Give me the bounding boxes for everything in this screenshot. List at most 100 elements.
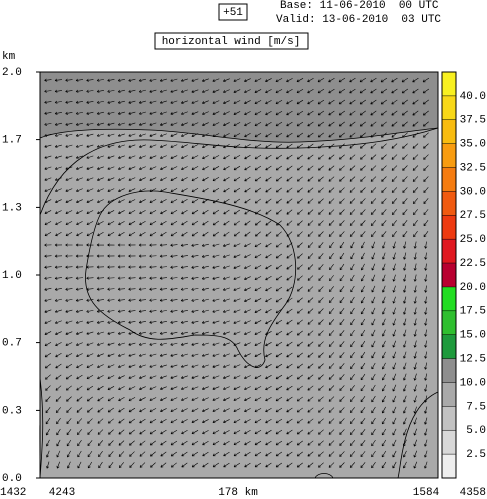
wind-arrow — [296, 407, 304, 413]
colorbar-swatch — [442, 358, 456, 383]
wind-arrow — [44, 177, 52, 181]
wind-arrow — [212, 133, 220, 138]
wind-arrow — [307, 253, 314, 259]
wind-arrow — [402, 439, 407, 447]
wind-arrow — [381, 439, 387, 447]
wind-arrow — [180, 320, 188, 324]
wind-arrow — [44, 199, 52, 204]
wind-arrow — [212, 342, 220, 346]
wind-arrow — [233, 265, 241, 269]
colorbar-label: 17.5 — [460, 306, 486, 318]
wind-arrow — [276, 220, 282, 226]
wind-arrow — [254, 342, 262, 347]
wind-arrow — [286, 110, 293, 116]
wind-arrow — [65, 353, 73, 358]
wind-arrow — [77, 461, 82, 469]
wind-arrow — [159, 331, 167, 335]
wind-arrow — [265, 165, 272, 171]
wind-arrow — [286, 89, 293, 94]
wind-arrow — [54, 155, 62, 159]
colorbar-label: 15.0 — [460, 330, 486, 342]
wind-arrow — [170, 364, 178, 368]
colorbar-swatch — [442, 454, 456, 478]
wind-arrow — [129, 451, 135, 457]
wind-arrow — [286, 418, 293, 424]
colorbar-swatch — [442, 143, 456, 168]
wind-arrow — [159, 78, 167, 82]
wind-arrow — [391, 99, 398, 105]
wind-arrow — [54, 166, 62, 170]
wind-arrow — [212, 89, 220, 94]
wind-arrow — [128, 364, 136, 368]
wind-arrow — [117, 276, 126, 280]
wind-arrow — [318, 187, 324, 193]
wind-arrow — [381, 187, 387, 193]
wind-arrow — [297, 253, 303, 259]
wind-arrow — [392, 395, 397, 403]
wind-arrow — [254, 89, 262, 94]
wind-arrow — [244, 451, 251, 457]
wind-arrow — [181, 451, 188, 457]
wind-arrow — [424, 406, 428, 414]
wind-arrow — [107, 396, 115, 402]
wind-arrow — [254, 132, 262, 138]
wind-arrow — [413, 461, 418, 469]
wind-arrow — [349, 198, 356, 204]
wind-arrow — [382, 241, 386, 249]
wind-arrow — [265, 78, 272, 83]
wind-arrow — [318, 242, 324, 248]
wind-arrow — [107, 353, 115, 357]
wind-arrow — [392, 241, 396, 249]
wind-arrow — [107, 243, 115, 247]
wind-arrow — [118, 188, 125, 193]
label-box — [218, 3, 248, 21]
wind-arrow — [97, 210, 104, 215]
wind-arrow — [328, 88, 335, 94]
wind-arrow — [181, 166, 188, 171]
wind-arrow — [307, 407, 314, 413]
wind-arrow — [55, 221, 62, 226]
wind-arrow — [180, 265, 189, 269]
wind-arrow — [212, 320, 220, 324]
wind-arrow — [149, 188, 157, 193]
wind-arrow — [233, 462, 241, 468]
wind-arrow — [76, 199, 83, 204]
wind-arrow — [97, 418, 104, 424]
wind-arrow — [223, 165, 230, 171]
wind-arrow — [160, 188, 167, 193]
wind-arrow — [297, 198, 303, 204]
wind-arrow — [202, 451, 209, 457]
wind-arrow — [413, 384, 417, 392]
wind-arrow — [202, 144, 209, 149]
wind-arrow — [65, 254, 73, 258]
wind-arrow — [286, 308, 293, 314]
wind-arrow — [180, 331, 188, 335]
wind-arrow — [96, 342, 104, 346]
wind-arrow — [65, 111, 73, 115]
wind-arrow — [180, 309, 188, 313]
wind-arrow — [97, 385, 104, 391]
wind-arrow — [307, 209, 314, 215]
wind-arrow — [318, 286, 324, 292]
wind-arrow — [149, 78, 157, 82]
wind-arrow — [139, 231, 146, 237]
wind-arrow — [86, 188, 94, 193]
wind-arrow — [56, 418, 61, 425]
wind-arrow — [170, 122, 178, 126]
wind-arrow — [370, 110, 377, 116]
wind-arrow — [392, 461, 397, 469]
wind-arrow — [286, 264, 293, 270]
colorbar-label: 2.5 — [466, 449, 486, 461]
wind-arrow — [413, 417, 417, 425]
wind-arrow — [339, 285, 345, 293]
wind-arrow — [128, 177, 136, 182]
wind-arrow — [286, 451, 293, 457]
wind-arrow — [265, 342, 272, 347]
wind-arrow — [296, 78, 304, 83]
wind-arrow — [138, 265, 147, 269]
wind-arrow — [149, 243, 157, 247]
wind-arrow — [97, 364, 104, 369]
wind-arrow — [65, 298, 73, 302]
wind-arrow — [128, 276, 136, 280]
wind-arrow — [44, 210, 52, 215]
